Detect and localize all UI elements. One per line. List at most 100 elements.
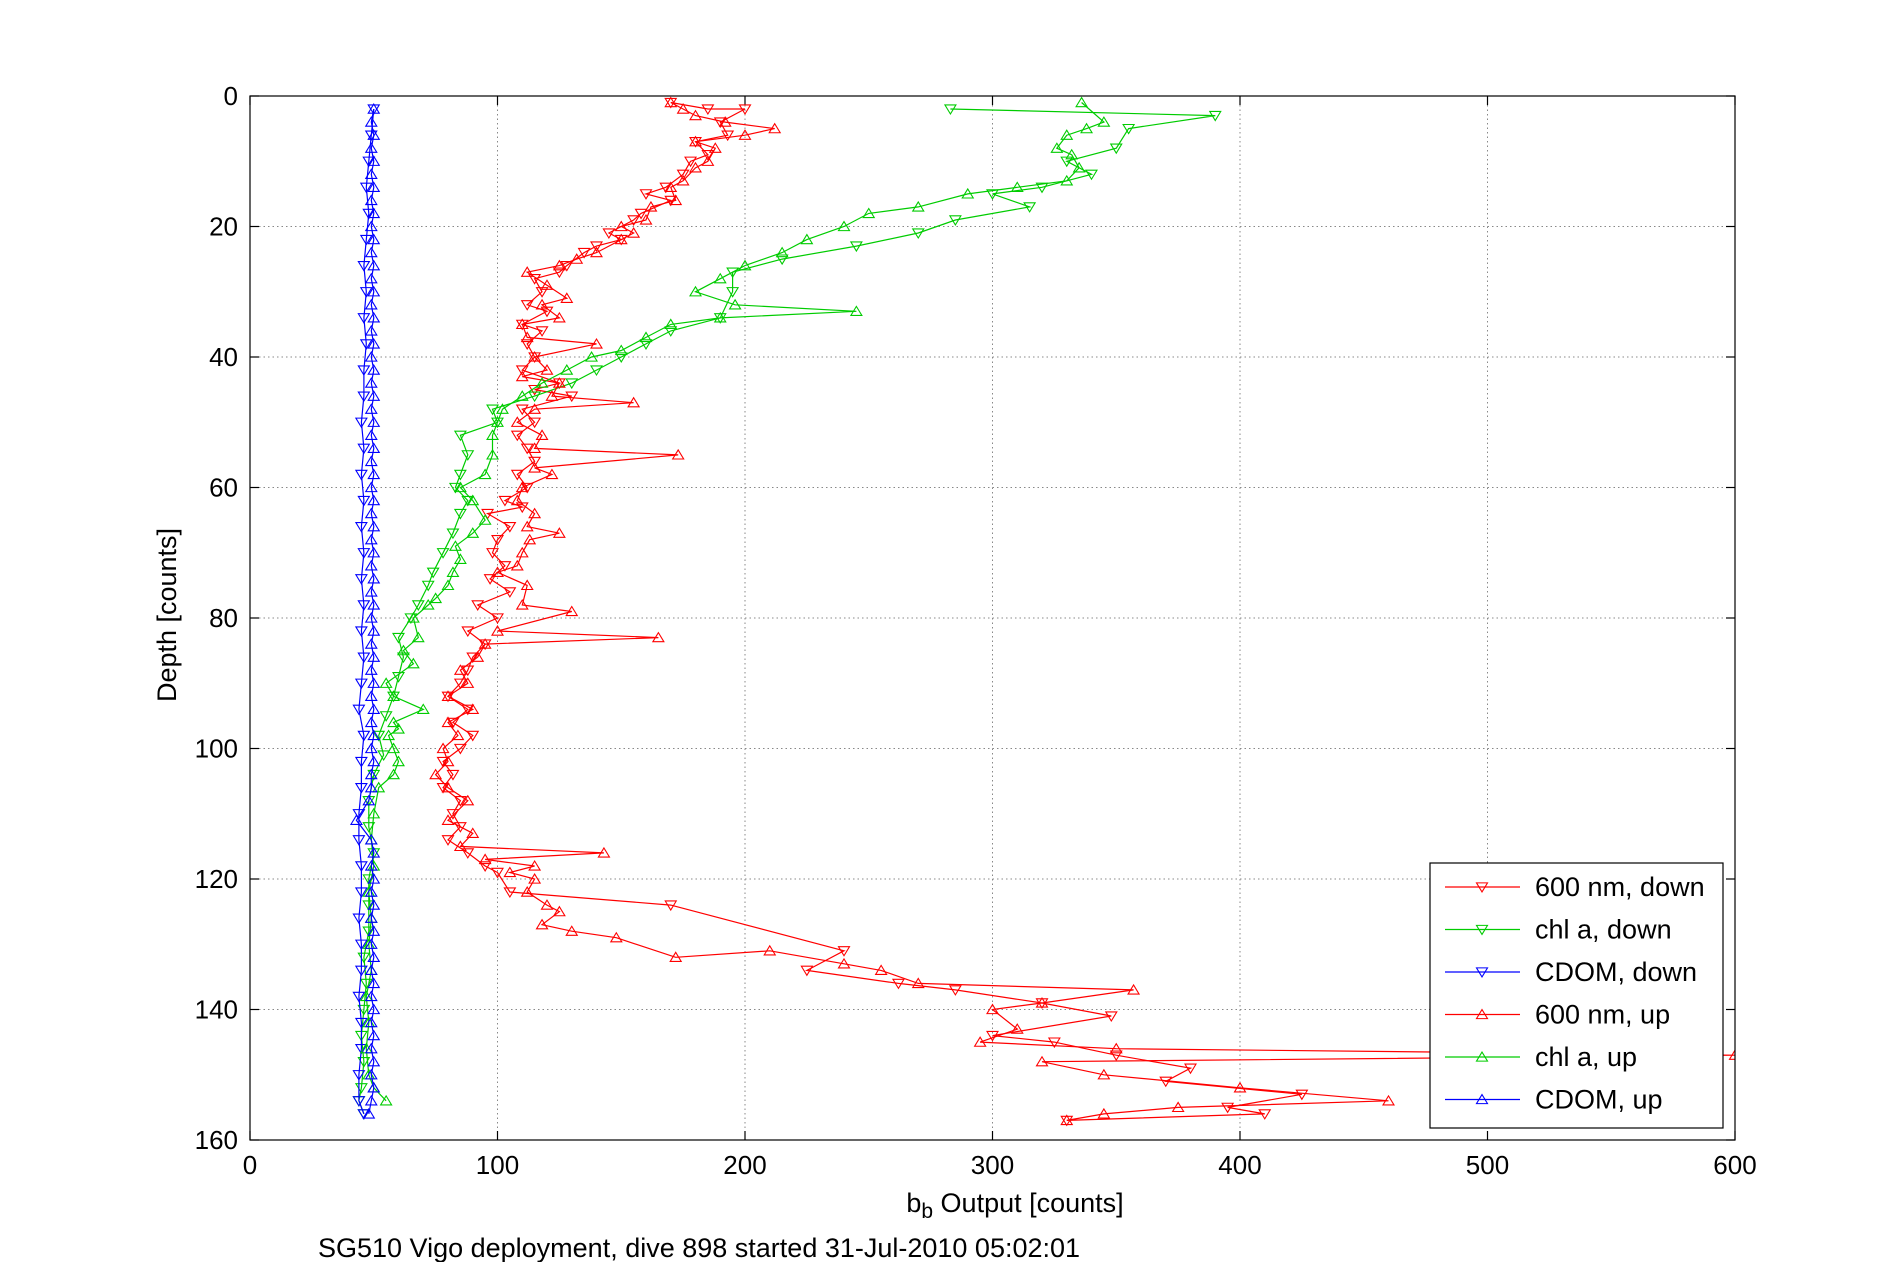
data-point [448,540,462,551]
data-point [639,339,653,350]
data-point [441,690,455,701]
data-point [453,469,467,481]
data-point [560,260,574,272]
data-point [684,156,698,168]
data-point [565,605,579,617]
data-point [510,559,524,571]
data-point [1208,110,1222,122]
data-point [349,814,363,825]
data-point [396,652,410,664]
data-point [367,468,381,480]
data-point [357,548,371,559]
data-point [664,318,678,330]
data-point [364,298,378,310]
data-point [545,468,559,480]
data-point [364,142,378,153]
data-point [421,598,435,610]
data-point [1104,1011,1118,1023]
data-point [738,259,752,271]
data-point [1127,983,1141,995]
x-tick-label: 500 [1466,1150,1509,1180]
data-point [1728,1049,1735,1060]
data-point [535,918,549,930]
data-point [367,259,381,271]
data-point [528,403,542,414]
x-tick-label: 100 [476,1150,519,1180]
data-point [367,207,381,219]
data-point [372,730,386,742]
data-point [471,600,485,611]
data-point [367,755,381,767]
data-point [1060,1114,1074,1126]
data-point [357,365,371,377]
data-point [441,579,455,591]
data-point [552,311,566,323]
data-point [362,926,376,938]
legend-swatch-marker [1475,1093,1489,1105]
data-point [503,521,517,533]
data-point [849,241,863,253]
data-point [986,189,999,200]
legend-swatch-marker [1475,882,1489,894]
data-point [357,443,371,455]
data-point [357,260,371,272]
data-point [664,181,678,193]
data-point [614,352,628,364]
data-point [461,495,475,507]
data-point [565,925,579,936]
data-point [540,279,554,290]
data-point [676,103,690,114]
data-point [520,300,534,311]
data-point [411,600,425,611]
data-point [528,872,542,884]
data-point [364,638,378,649]
data-point [713,311,727,323]
data-point [1097,1068,1111,1080]
data-point [669,194,683,206]
data-point [364,990,378,1002]
data-point [367,807,381,819]
data-point [486,448,500,460]
data-point [520,482,534,494]
data-point [367,285,381,297]
y-tick-label: 20 [209,212,238,242]
legend-entry-label: 600 nm, down [1535,872,1705,902]
data-point [357,600,371,611]
data-point [1109,1042,1123,1054]
data-point [362,900,376,912]
data-point [352,835,366,846]
data-point [364,220,378,232]
data-point [911,228,925,240]
legend-swatch-marker [1475,967,1489,979]
data-point [515,370,529,382]
data-point [362,156,376,168]
legend-entry-label: chl a, up [1535,1042,1637,1072]
data-point [364,768,378,780]
data-point [973,1036,987,1047]
data-point [364,833,378,845]
data-point [466,494,480,506]
data-point [590,365,603,377]
data-point [1035,996,1049,1008]
data-point [689,135,702,147]
data-point [441,781,455,793]
data-point [515,598,529,610]
data-point [364,481,378,493]
data-point [367,598,381,610]
data-point [357,1109,371,1120]
data-point [1295,1089,1309,1101]
data-point [1258,1109,1272,1120]
data-point [367,494,381,506]
data-point [416,703,430,715]
data-point [510,494,524,506]
data-point [379,1094,393,1106]
data-point [359,339,373,350]
data-point [874,964,888,976]
data-point [891,978,905,990]
data-point [364,664,378,675]
data-point [590,246,603,258]
data-point [664,900,678,912]
data-point [701,155,715,166]
data-point [367,925,381,936]
data-point [528,417,542,429]
